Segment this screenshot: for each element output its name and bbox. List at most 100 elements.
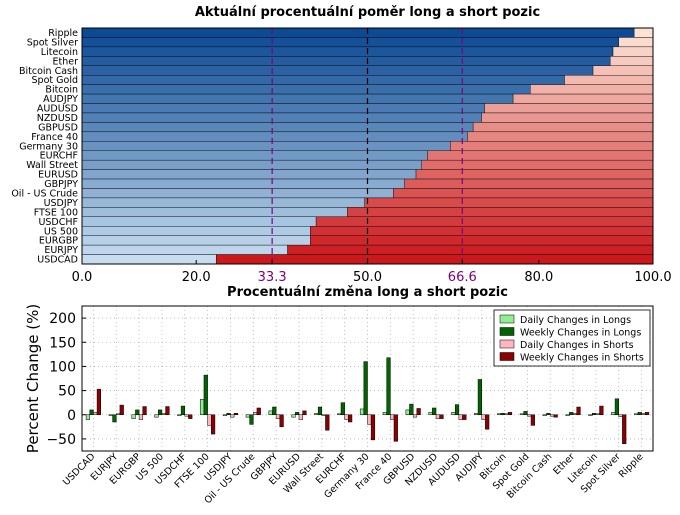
change-bar bbox=[393, 414, 398, 442]
change-bar bbox=[295, 412, 300, 416]
long-bar bbox=[81, 169, 417, 180]
change-bar bbox=[611, 412, 616, 416]
x-tick-label: 80.0 bbox=[524, 270, 553, 285]
category-label: Wall Street bbox=[26, 160, 78, 171]
short-bar bbox=[347, 207, 654, 218]
legend-swatch bbox=[499, 314, 515, 324]
change-bar bbox=[177, 414, 182, 416]
x-tick-label: 0.0 bbox=[72, 270, 93, 285]
short-bar bbox=[512, 93, 654, 104]
y-tick-label: 200 bbox=[49, 311, 76, 327]
change-bar bbox=[359, 408, 365, 416]
long-bar bbox=[81, 235, 311, 246]
category-label: EURCHF bbox=[40, 151, 78, 162]
chart2-title: Procentuální změna long a short pozic bbox=[227, 285, 508, 300]
change-bar bbox=[477, 379, 482, 416]
change-bar bbox=[291, 414, 296, 418]
x-tick-label: 20.0 bbox=[182, 270, 211, 285]
long-bar bbox=[81, 65, 594, 76]
change-bar bbox=[207, 414, 212, 426]
x-tick-label: 50.0 bbox=[353, 270, 382, 285]
category-label: France 40 bbox=[31, 132, 78, 143]
change-bar bbox=[135, 409, 140, 415]
y-tick-label: 0 bbox=[67, 408, 76, 424]
change-bar bbox=[507, 412, 513, 416]
change-bar bbox=[634, 413, 639, 415]
short-bar bbox=[484, 103, 654, 114]
category-label: EURJPY bbox=[44, 245, 78, 256]
short-bar bbox=[530, 84, 654, 95]
long-bar bbox=[81, 112, 482, 123]
short-bar bbox=[315, 216, 654, 227]
legend: Daily Changes in Longs Weekly Changes in … bbox=[493, 309, 651, 367]
change-bar bbox=[272, 406, 277, 415]
change-bar bbox=[382, 412, 387, 416]
long-bar bbox=[81, 244, 288, 255]
long-bar bbox=[81, 216, 317, 227]
change-bar bbox=[565, 414, 570, 416]
long-bar bbox=[81, 46, 614, 57]
change-bar bbox=[180, 405, 186, 415]
change-bar bbox=[226, 413, 231, 415]
change-bar bbox=[253, 412, 258, 416]
change-bar bbox=[412, 414, 418, 418]
x-category-label: Ripple bbox=[617, 451, 646, 480]
change-bar bbox=[302, 410, 307, 415]
category-label: FTSE 100 bbox=[34, 207, 78, 218]
change-bar bbox=[317, 406, 323, 415]
short-bar bbox=[612, 46, 654, 57]
legend-swatch bbox=[499, 327, 515, 336]
change-bar bbox=[644, 412, 650, 416]
y-tick-label: 100 bbox=[49, 359, 76, 375]
change-bar bbox=[370, 414, 376, 441]
long-bar bbox=[81, 207, 348, 218]
legend-swatch bbox=[499, 339, 515, 349]
legend-swatch bbox=[499, 352, 515, 361]
chart1-title: Aktuální procentuální poměr long a short… bbox=[195, 5, 540, 20]
change-bar bbox=[154, 414, 159, 418]
long-bar bbox=[81, 84, 531, 95]
change-bar bbox=[112, 414, 117, 423]
change-bar bbox=[348, 414, 353, 423]
change-bar bbox=[321, 414, 326, 416]
change-bar bbox=[519, 413, 524, 415]
long-bar bbox=[81, 27, 635, 38]
change-bar bbox=[85, 414, 91, 420]
change-bar bbox=[454, 404, 460, 416]
long-bar bbox=[81, 56, 611, 66]
change-bar bbox=[435, 414, 440, 419]
change-bar bbox=[405, 409, 410, 415]
category-label: Germany 30 bbox=[19, 141, 78, 152]
long-bar bbox=[81, 188, 394, 199]
legend-label: Weekly Changes in Longs bbox=[520, 328, 641, 339]
change-bar bbox=[89, 409, 94, 415]
change-bar bbox=[390, 414, 395, 420]
change-bar bbox=[93, 412, 98, 416]
category-label: Spot Silver bbox=[27, 37, 78, 48]
long-bar bbox=[81, 122, 474, 133]
legend-label: Daily Changes in Shorts bbox=[520, 340, 634, 351]
long-bar bbox=[81, 197, 365, 208]
change-bar bbox=[138, 414, 144, 420]
legend-box bbox=[493, 309, 651, 367]
long-bar bbox=[81, 93, 514, 104]
change-bar bbox=[211, 414, 216, 435]
change-bar bbox=[439, 414, 444, 419]
y-tick-label: −50 bbox=[46, 432, 76, 448]
category-label: AUDUSD bbox=[37, 104, 78, 115]
long-bar bbox=[81, 103, 485, 114]
change-bar bbox=[572, 413, 577, 415]
long-bar bbox=[81, 141, 451, 151]
category-label: EURGBP bbox=[39, 236, 78, 247]
change-bar bbox=[344, 414, 349, 420]
category-label: AUDJPY bbox=[43, 94, 78, 105]
category-label: Litecoin bbox=[41, 47, 78, 58]
short-bar bbox=[392, 188, 654, 199]
short-bar bbox=[633, 27, 654, 38]
change-bar bbox=[591, 413, 597, 415]
short-bar bbox=[421, 159, 654, 170]
change-bar bbox=[116, 413, 121, 415]
change-bar bbox=[576, 406, 581, 415]
y-axis-label: Percent Change (%) bbox=[24, 304, 42, 453]
change-bar bbox=[504, 413, 509, 415]
